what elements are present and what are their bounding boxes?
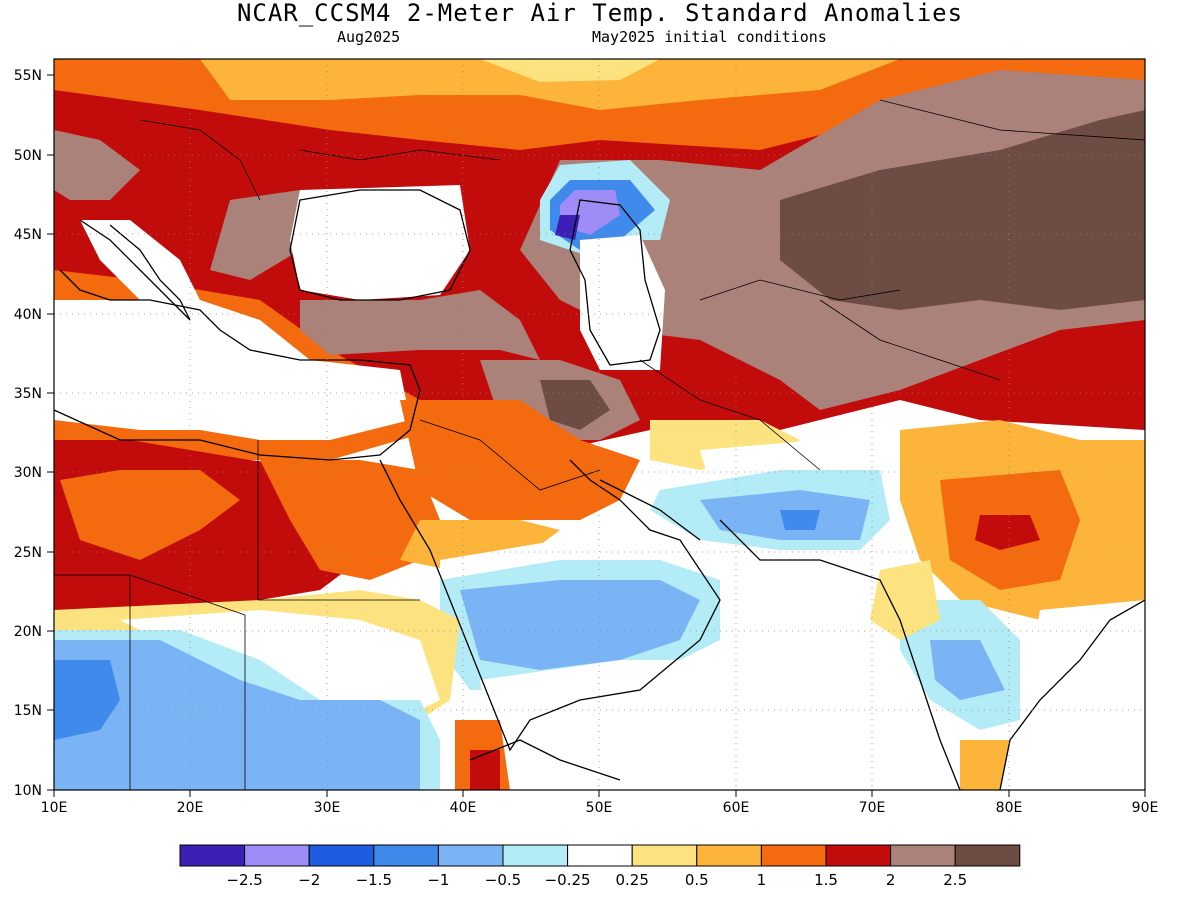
colorbar-swatch (954, 844, 1021, 867)
colorbar-swatch (437, 844, 504, 867)
lon-label: 10E (41, 800, 68, 816)
lon-label: 90E (1132, 800, 1159, 816)
borders (54, 99, 1145, 790)
lat-label: 15N (14, 703, 42, 719)
lat-label: 35N (14, 386, 42, 402)
colorbar-label: 2.5 (943, 871, 967, 889)
colorbar-swatch (696, 844, 762, 867)
colorbar-label: −2.5 (226, 871, 262, 889)
top-light-orange (200, 59, 900, 110)
valid-month-label: Aug2025 (337, 28, 401, 46)
coastlines (54, 189, 1145, 790)
mediterranean-white (54, 300, 410, 440)
map-fill-layer (54, 59, 1145, 790)
east-africa-blue (54, 640, 420, 790)
lat-label: 45N (14, 227, 42, 243)
lat-label: 40N (14, 307, 42, 323)
lat-label: 50N (14, 148, 42, 164)
colorbar-swatch (502, 844, 569, 867)
turkey-brown (300, 290, 540, 360)
india-east-white (1000, 600, 1145, 790)
colorbar-label: 1 (757, 871, 767, 889)
black-sea-white (290, 185, 470, 300)
lat-label: 20N (14, 624, 42, 640)
colorbar-swatch (373, 844, 439, 867)
colorbar-label: 0.5 (685, 871, 709, 889)
colorbar-label: 1.5 (814, 871, 838, 889)
lat-label: 25N (14, 545, 42, 561)
central-europe-brown (54, 130, 140, 200)
colorbar-swatch (825, 844, 892, 867)
central-asia-dark-brown (780, 110, 1145, 310)
colorbar-label: −1 (427, 871, 449, 889)
lon-label: 70E (859, 800, 886, 816)
lon-labels: 10E 20E 30E 40E 50E 60E 70E 80E 90E (41, 800, 1159, 816)
colorbar-label: −1.5 (356, 871, 392, 889)
ticks (47, 74, 1146, 797)
india-south-blue2 (930, 640, 1005, 700)
colorbar-label: −2 (298, 871, 320, 889)
horn-red (470, 750, 500, 790)
lon-label: 60E (723, 800, 750, 816)
lon-label: 50E (586, 800, 613, 816)
colorbar: −2.5 −2 −1.5 −1 −0.5 −0.25 0.25 0.5 1 1.5 2 2.5 (179, 844, 1021, 889)
map-title: NCAR_CCSM4 2-Meter Air Temp. Standard An… (236, 0, 964, 27)
colorbar-swatch (567, 844, 633, 867)
colorbar-swatch (760, 844, 827, 867)
iraq-dark-brown (540, 380, 610, 430)
india-tip-orange (960, 740, 1010, 790)
colorbar-label: −0.25 (545, 871, 591, 889)
colorbar-swatch (308, 844, 375, 867)
lat-labels: 55N 50N 45N 40N 35N 30N 25N 20N 15N 10N (14, 68, 42, 799)
india-yellow (870, 560, 940, 640)
colorbar-swatch (890, 844, 956, 867)
lat-label: 55N (14, 68, 42, 84)
lon-label: 20E (177, 800, 204, 816)
arabia-south-blue (460, 580, 700, 670)
lon-label: 40E (450, 800, 477, 816)
colorbar-swatch (244, 844, 310, 867)
top-yellow-patch (480, 59, 660, 82)
somalia-white (480, 660, 760, 790)
lon-label: 80E (996, 800, 1023, 816)
north-africa-orange (60, 470, 240, 560)
colorbar-label: −0.5 (485, 871, 521, 889)
lon-label: 30E (314, 800, 341, 816)
init-conditions-label: May2025 initial conditions (592, 28, 827, 46)
india-dark-spot (975, 515, 1040, 550)
colorbar-label: 2 (886, 871, 896, 889)
lat-label: 30N (14, 465, 42, 481)
balkans-brown (210, 190, 300, 280)
colorbar-label: 0.25 (615, 871, 648, 889)
pakistan-darkblue (780, 510, 820, 530)
colorbar-swatch (179, 844, 246, 867)
arabia-north-orange (400, 400, 640, 520)
colorbar-swatch (631, 844, 698, 867)
east-africa-darkblue (54, 660, 120, 740)
lat-label: 10N (14, 783, 42, 799)
